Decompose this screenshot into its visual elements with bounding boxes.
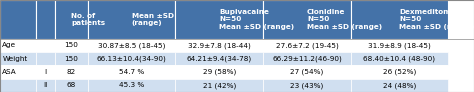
Bar <box>88 39 175 52</box>
Bar <box>263 52 351 65</box>
Text: 68.40±10.4 (48-90): 68.40±10.4 (48-90) <box>364 55 435 62</box>
Text: II: II <box>43 82 47 88</box>
Bar <box>0 39 36 52</box>
Text: 29 (58%): 29 (58%) <box>202 69 236 75</box>
Text: 30.87±8.5 (18-45): 30.87±8.5 (18-45) <box>98 42 165 49</box>
Text: Age: Age <box>2 42 17 48</box>
Bar <box>36 65 55 79</box>
Bar <box>351 0 448 39</box>
Text: 150: 150 <box>64 56 78 62</box>
Bar <box>88 65 175 79</box>
Bar <box>175 79 263 92</box>
Bar <box>175 39 263 52</box>
Text: Clonidine
N=50
Mean ±SD (range): Clonidine N=50 Mean ±SD (range) <box>307 9 382 30</box>
Text: Bupivacaine
N=50
Mean ±SD (range): Bupivacaine N=50 Mean ±SD (range) <box>219 9 294 30</box>
Bar <box>351 79 448 92</box>
Text: Mean ±SD
(range): Mean ±SD (range) <box>131 13 173 26</box>
Bar <box>36 0 55 39</box>
Text: 150: 150 <box>64 42 78 48</box>
Text: I: I <box>44 69 46 75</box>
Text: 31.9±8.9 (18-45): 31.9±8.9 (18-45) <box>368 42 431 49</box>
Bar <box>36 39 55 52</box>
Bar <box>263 39 351 52</box>
Bar <box>55 65 88 79</box>
Text: 26 (52%): 26 (52%) <box>383 69 416 75</box>
Text: 68: 68 <box>66 82 76 88</box>
Bar <box>263 0 351 39</box>
Bar <box>175 65 263 79</box>
Bar <box>351 39 448 52</box>
Text: 23 (43%): 23 (43%) <box>290 82 324 89</box>
Bar <box>36 79 55 92</box>
Text: 54.7 %: 54.7 % <box>119 69 144 75</box>
Bar <box>0 79 36 92</box>
Bar <box>263 79 351 92</box>
Bar <box>351 65 448 79</box>
Bar <box>88 52 175 65</box>
Text: 24 (48%): 24 (48%) <box>383 82 416 89</box>
Text: 82: 82 <box>66 69 76 75</box>
Bar <box>263 65 351 79</box>
Text: 27.6±7.2 (19-45): 27.6±7.2 (19-45) <box>275 42 338 49</box>
Bar <box>0 65 36 79</box>
Bar <box>88 0 175 39</box>
Text: 32.9±7.8 (18-44): 32.9±7.8 (18-44) <box>188 42 251 49</box>
Text: ASA: ASA <box>2 69 17 75</box>
Bar <box>88 79 175 92</box>
Text: Dexmeditomedine
N=50
Mean ±SD (range): Dexmeditomedine N=50 Mean ±SD (range) <box>399 9 474 30</box>
Text: Weight: Weight <box>2 56 27 62</box>
Bar <box>175 52 263 65</box>
Bar <box>55 0 88 39</box>
Text: No. of
patients: No. of patients <box>71 13 105 26</box>
Bar <box>0 0 36 39</box>
Bar <box>0 52 36 65</box>
Text: 45.3 %: 45.3 % <box>119 82 144 88</box>
Bar <box>55 39 88 52</box>
Bar <box>351 52 448 65</box>
Text: 66.13±10.4(34-90): 66.13±10.4(34-90) <box>97 55 166 62</box>
Text: 21 (42%): 21 (42%) <box>202 82 236 89</box>
Bar <box>55 52 88 65</box>
Text: 27 (54%): 27 (54%) <box>290 69 324 75</box>
Text: 64.21±9.4(34-78): 64.21±9.4(34-78) <box>187 55 252 62</box>
Bar <box>175 0 263 39</box>
Text: 66.29±11.2(46-90): 66.29±11.2(46-90) <box>272 55 342 62</box>
Bar <box>55 79 88 92</box>
Bar <box>36 52 55 65</box>
